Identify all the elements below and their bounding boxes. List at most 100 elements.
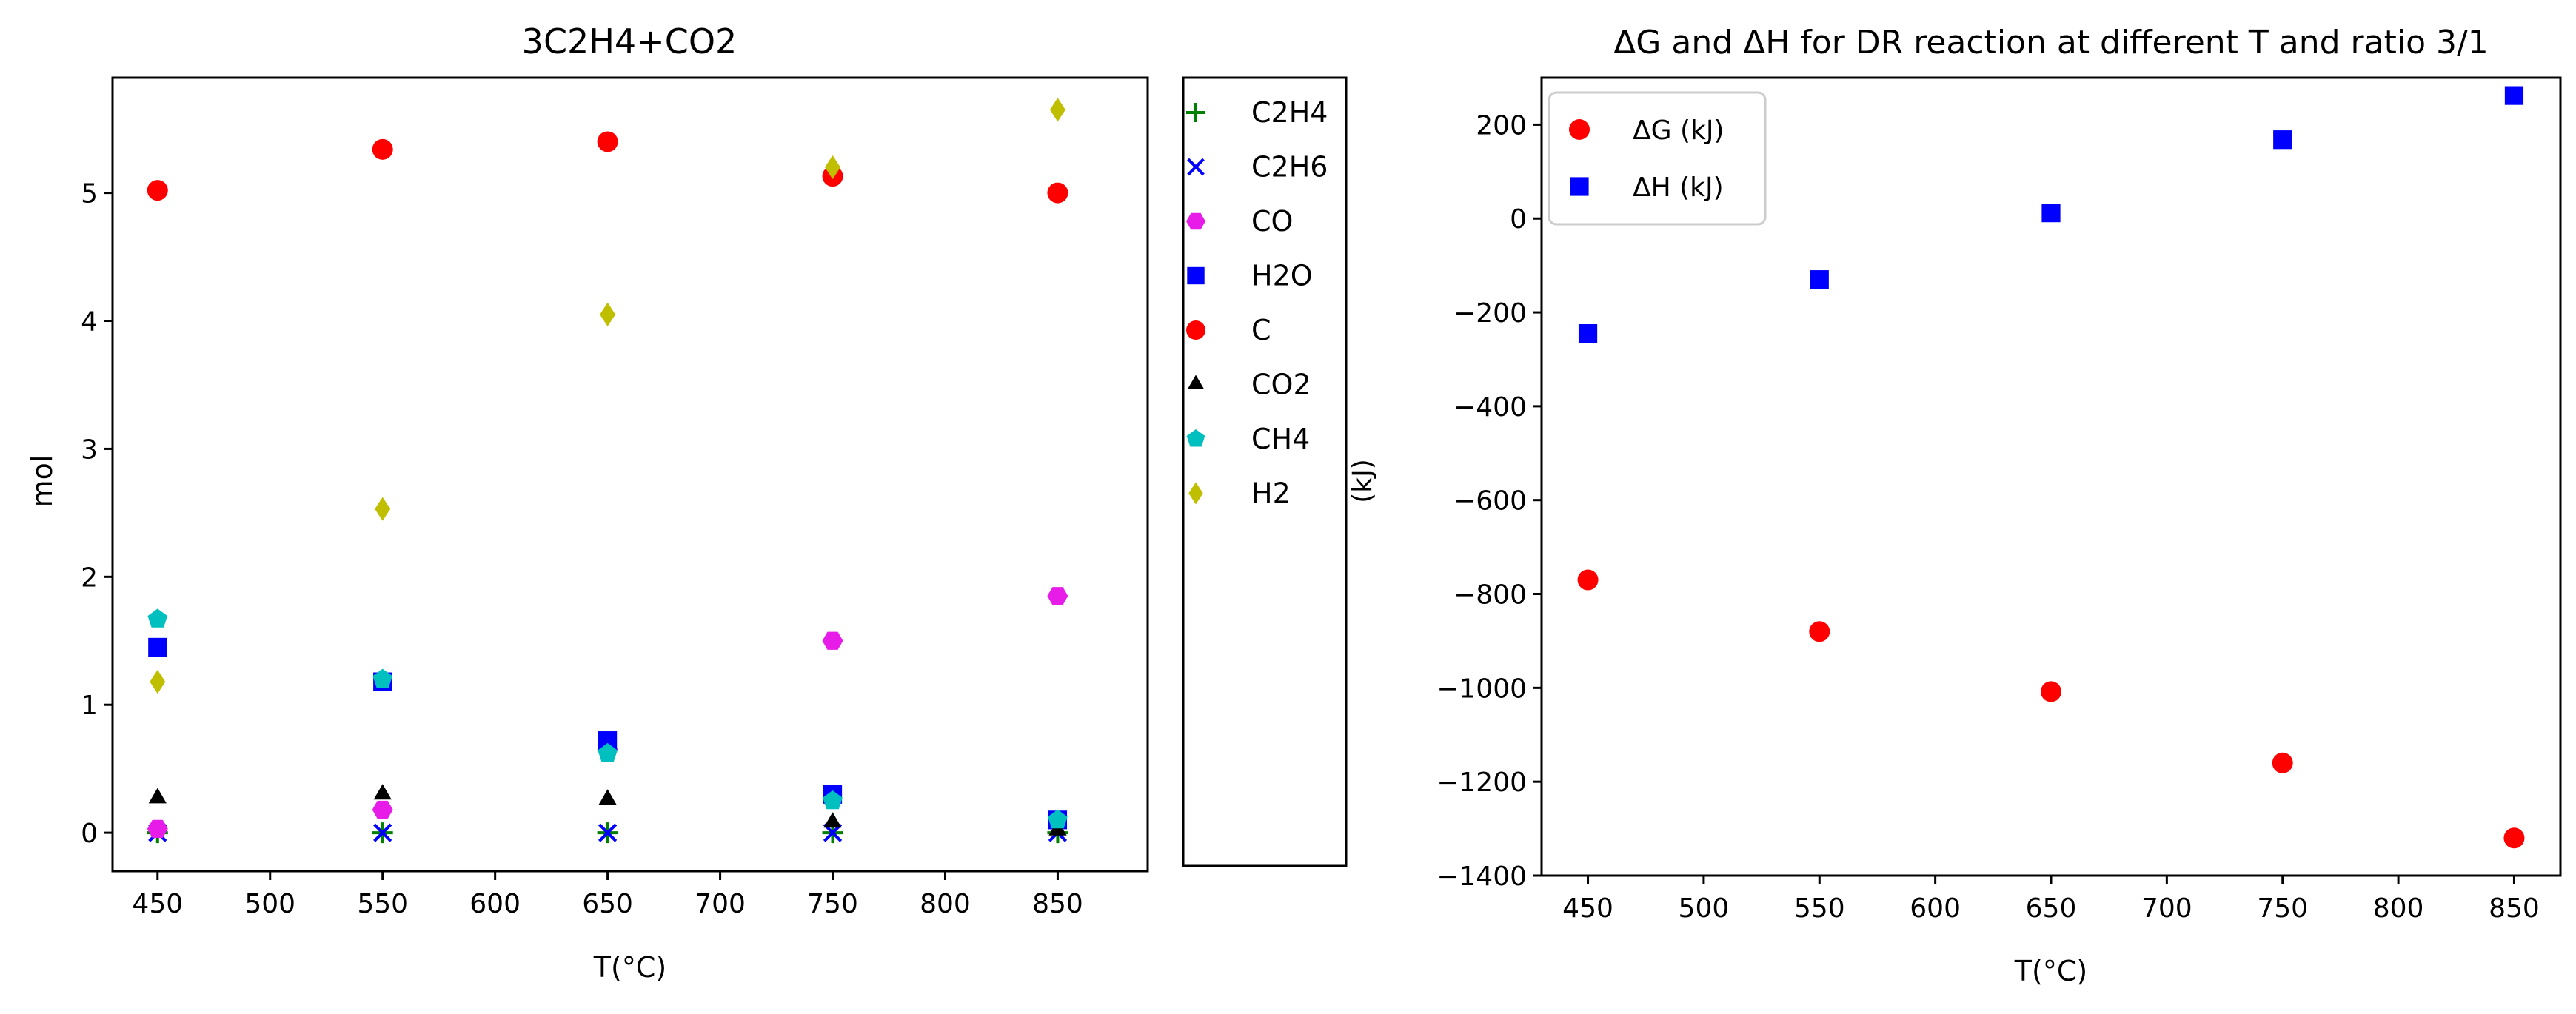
point-ch4: [147, 608, 168, 628]
point-gkj: [2041, 681, 2061, 702]
y-tick-label: −600: [1453, 486, 1527, 517]
point-co2: [373, 784, 392, 800]
chart-energy-ticks: 450 500 550 600 650 700 750 800 850 200 0 −200 −400 −…: [1436, 110, 2540, 924]
legend-label: CH4: [1251, 423, 1310, 455]
y-tick-label: 3: [81, 434, 98, 465]
x-tick-label: 550: [357, 889, 408, 919]
legend-marker-c2h6: [1187, 158, 1205, 176]
legend-label: H2: [1251, 477, 1291, 510]
chart-energy-marks: [1577, 86, 2525, 849]
legend-label: CO2: [1251, 369, 1311, 401]
x-tick-label: 450: [1562, 893, 1613, 924]
point-co: [372, 800, 393, 819]
chart-mol: 3C2H4+CO2 450 500 550 600 650 700 750 800 850 0 1 2…: [26, 21, 1348, 984]
x-tick-label: 650: [2026, 893, 2077, 924]
x-tick-label: 800: [2373, 893, 2424, 924]
legend-marker-co2: [1187, 375, 1205, 389]
point-h2: [1049, 98, 1065, 122]
legend-marker-c: [1186, 320, 1205, 340]
chart-mol-title: 3C2H4+CO2: [522, 21, 737, 61]
y-tick-label: −1000: [1436, 674, 1527, 704]
chart-energy-legend-frame: [1548, 91, 1767, 226]
y-tick-label: 5: [81, 179, 98, 209]
point-h2: [375, 497, 391, 521]
legend-marker-ch4: [1186, 429, 1205, 447]
chart-energy-xlabel: T(°C): [2014, 955, 2087, 987]
legend-marker-gkj: [1569, 119, 1590, 140]
point-c: [1047, 182, 1068, 204]
legend-label: C2H4: [1251, 96, 1328, 129]
point-gkj: [2272, 752, 2293, 773]
chart-energy: ΔG and ΔH for DR reaction at different T…: [1348, 24, 2562, 987]
chart-mol-legend: C2H4 C2H6 CO H2O C CO2 CH4 H2: [1186, 96, 1328, 510]
x-tick-label: 500: [244, 889, 295, 919]
legend-marker-h2: [1188, 482, 1203, 505]
x-tick-label: 700: [695, 889, 746, 919]
x-tick-label: 750: [2257, 893, 2308, 924]
x-tick-label: 850: [2489, 893, 2540, 924]
x-tick-label: 600: [1910, 893, 1961, 924]
point-co2: [148, 788, 167, 804]
y-tick-label: −800: [1453, 580, 1527, 611]
y-tick-label: 1: [81, 691, 98, 721]
point-h2: [825, 155, 841, 180]
y-tick-label: 200: [1476, 110, 1527, 141]
legend-label: C2H6: [1251, 151, 1328, 184]
legend-label: C: [1251, 314, 1271, 346]
point-c2h6: [373, 823, 392, 842]
y-tick-label: −1400: [1436, 862, 1527, 892]
y-tick-label: −1200: [1436, 768, 1527, 798]
y-tick-label: 2: [81, 563, 98, 593]
x-tick-label: 750: [807, 889, 858, 919]
chart-mol-ylabel: mol: [26, 455, 58, 508]
point-co: [1047, 587, 1068, 605]
legend-marker-co: [1186, 212, 1205, 230]
x-tick-label: 500: [1679, 893, 1730, 924]
point-hkj: [1810, 270, 1829, 289]
x-tick-label: 800: [920, 889, 971, 919]
legend-marker-hkj: [1570, 177, 1589, 196]
y-tick-label: −200: [1453, 298, 1527, 329]
x-tick-label: 600: [469, 889, 521, 919]
legend-label: H2O: [1251, 260, 1313, 292]
chart-mol-legend-frame: [1182, 76, 1348, 867]
point-hkj: [2273, 130, 2292, 150]
legend-marker-h2o: [1187, 266, 1205, 285]
point-ch4: [823, 790, 843, 810]
legend-label: ΔG (kJ): [1633, 115, 1724, 146]
point-hkj: [1578, 323, 1598, 343]
point-gkj: [1809, 621, 1830, 642]
point-c: [372, 138, 393, 160]
point-co2: [598, 789, 617, 805]
point-gkj: [2503, 827, 2525, 849]
point-ch4: [372, 668, 392, 688]
x-tick-label: 700: [2141, 893, 2192, 924]
point-h2: [150, 670, 166, 694]
point-c: [597, 131, 618, 152]
point-c2h6: [598, 823, 618, 842]
legend-label: CO: [1251, 205, 1293, 238]
y-tick-label: −400: [1453, 392, 1527, 423]
legend-label: ΔH (kJ): [1633, 172, 1724, 203]
point-hkj: [2041, 204, 2061, 223]
chart-energy-legend: ΔG (kJ) ΔH (kJ): [1569, 115, 1724, 203]
chart-mol-xlabel: T(°C): [593, 951, 666, 984]
point-co: [147, 819, 168, 839]
point-ch4: [1048, 809, 1068, 829]
point-h2o: [148, 637, 167, 657]
point-gkj: [1577, 569, 1599, 591]
y-tick-label: 4: [81, 307, 98, 338]
point-co2: [823, 812, 842, 828]
point-ch4: [598, 742, 618, 762]
chart-mol-marks: [147, 98, 1068, 844]
chart-mol-plot-frame: [111, 76, 1149, 873]
y-tick-label: 0: [81, 819, 98, 849]
point-hkj: [2504, 86, 2524, 105]
chart-mol-ticks: 450 500 550 600 650 700 750 800 850 0 1 2 3 4 5: [81, 179, 1083, 919]
y-tick-label: 0: [1510, 204, 1527, 235]
chart-energy-ylabel: (kJ): [1348, 459, 1378, 503]
x-tick-label: 850: [1032, 889, 1083, 919]
point-c: [147, 180, 168, 201]
